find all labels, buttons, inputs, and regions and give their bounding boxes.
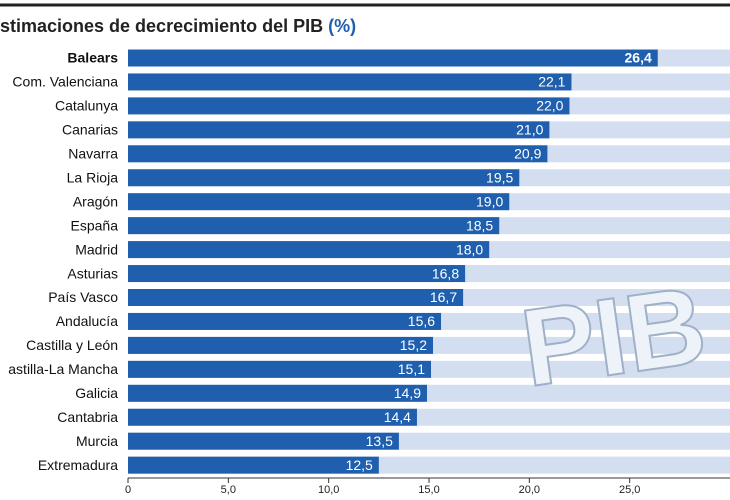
bar: [128, 336, 434, 354]
illustration: PIB: [514, 263, 713, 410]
bar: [128, 193, 510, 211]
bar: [128, 49, 658, 67]
value-label: 22,1: [538, 74, 565, 90]
bar: [128, 145, 548, 163]
y-tick-label: Castilla y León: [26, 337, 118, 353]
x-tick-label: 20,0: [519, 484, 540, 496]
value-label: 15,2: [400, 337, 427, 353]
y-tick-label: Extremadura: [38, 457, 118, 473]
value-label: 12,5: [346, 457, 373, 473]
y-tick-label: Balears: [67, 50, 118, 66]
y-tick-label: Galicia: [75, 385, 118, 401]
y-tick-label: Cantabria: [57, 409, 118, 425]
bar: [128, 97, 570, 115]
bar: [128, 456, 379, 474]
title-unit: (%): [328, 16, 356, 36]
x-tick-label: 15,0: [418, 484, 439, 496]
value-label: 26,4: [625, 50, 652, 66]
y-tick-label: Com. Valenciana: [12, 74, 118, 90]
x-tick-label: 0: [125, 484, 131, 496]
value-label: 22,0: [536, 98, 563, 114]
y-tick-label: Madrid: [75, 241, 118, 257]
x-tick-label: 5,0: [221, 484, 236, 496]
y-tick-label: Catalunya: [55, 98, 118, 114]
y-tick-label: Aragón: [73, 193, 118, 209]
value-label: 16,8: [432, 265, 459, 281]
bar: [128, 312, 442, 330]
title-text: stimaciones de decrecimiento del PIB: [0, 16, 323, 36]
bar: [128, 169, 520, 187]
y-tick-label: Andalucía: [56, 313, 118, 329]
bar: [128, 265, 466, 283]
y-tick-label: La Rioja: [67, 169, 119, 185]
value-label: 14,9: [394, 385, 421, 401]
bar: [128, 360, 432, 378]
value-label: 20,9: [514, 146, 541, 162]
y-tick-label: País Vasco: [48, 289, 118, 305]
bar: [128, 432, 399, 450]
value-label: 15,1: [398, 361, 425, 377]
value-label: 13,5: [366, 433, 393, 449]
y-tick-label: astilla-La Mancha: [8, 361, 118, 377]
value-label: 19,0: [476, 193, 503, 209]
value-label: 18,0: [456, 241, 483, 257]
value-label: 15,6: [408, 313, 435, 329]
x-tick-label: 25,0: [619, 484, 640, 496]
y-tick-label: España: [71, 217, 119, 233]
value-label: 19,5: [486, 169, 513, 185]
y-tick-label: Canarias: [62, 122, 118, 138]
y-tick-label: Navarra: [68, 146, 118, 162]
bar: [128, 384, 427, 402]
value-label: 16,7: [430, 289, 457, 305]
bar: [128, 121, 550, 139]
bar: [128, 73, 572, 91]
bar: [128, 408, 417, 426]
bar: [128, 289, 464, 306]
x-tick-label: 10,0: [318, 484, 339, 496]
chart-title: stimaciones de decrecimiento del PIB (%): [0, 16, 356, 36]
bar: [128, 217, 500, 235]
bar: [128, 241, 490, 259]
y-tick-label: Asturias: [67, 265, 118, 281]
value-label: 14,4: [384, 409, 411, 425]
value-label: 18,5: [466, 217, 493, 233]
plot: Balears 26,4 Com. Valenciana 22,1 Catalunya 2…: [8, 49, 730, 496]
value-label: 21,0: [516, 122, 543, 138]
y-tick-label: Murcia: [76, 433, 118, 449]
